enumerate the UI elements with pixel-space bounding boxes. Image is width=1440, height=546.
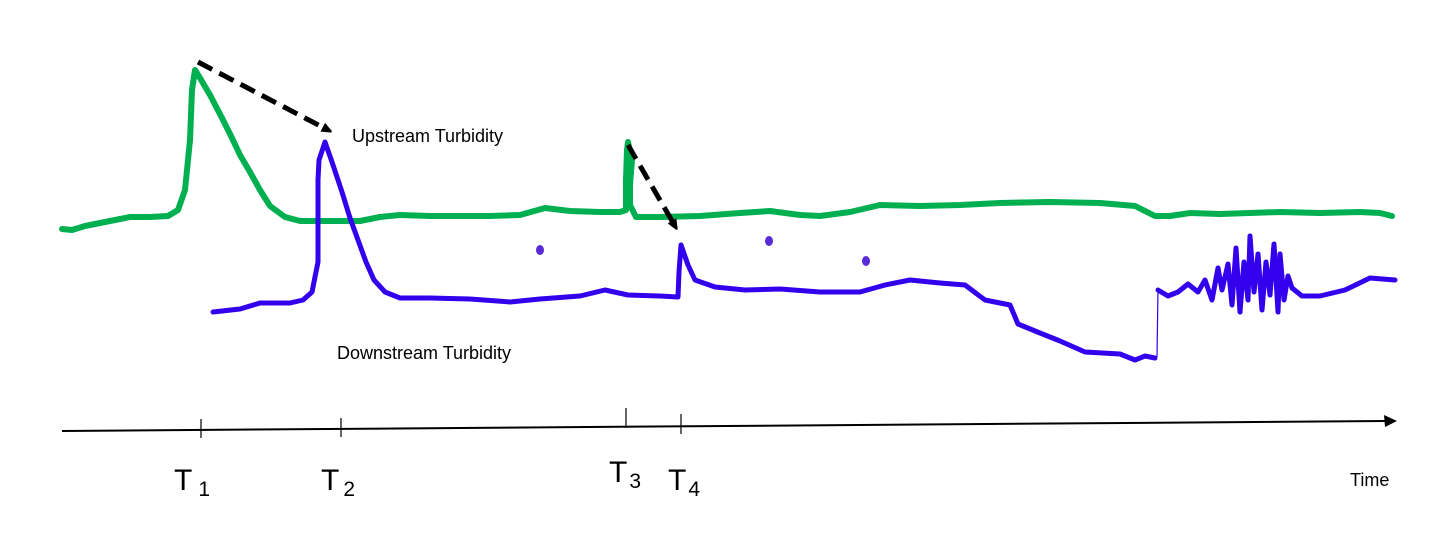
downstream-noisy-segment — [1155, 233, 1398, 315]
downstream-turbidity-line — [210, 139, 1158, 363]
upstream-turbidity-line — [59, 67, 1395, 233]
data-dot — [536, 245, 544, 255]
downstream-label: Downstream Turbidity — [337, 343, 511, 363]
lag-arrow-1 — [196, 59, 328, 130]
lag-arrow-2 — [625, 143, 675, 226]
downstream-jump-line — [1156, 288, 1159, 358]
data-dot — [862, 256, 870, 266]
tick-label-t3: T3 — [609, 456, 641, 493]
tick-label-t4: T4 — [668, 464, 700, 501]
data-dot — [765, 236, 773, 246]
time-axis-arrowhead — [1384, 415, 1397, 427]
upstream-label: Upstream Turbidity — [352, 126, 503, 146]
time-axis — [61, 420, 1386, 432]
time-axis-label: Time — [1350, 470, 1389, 490]
